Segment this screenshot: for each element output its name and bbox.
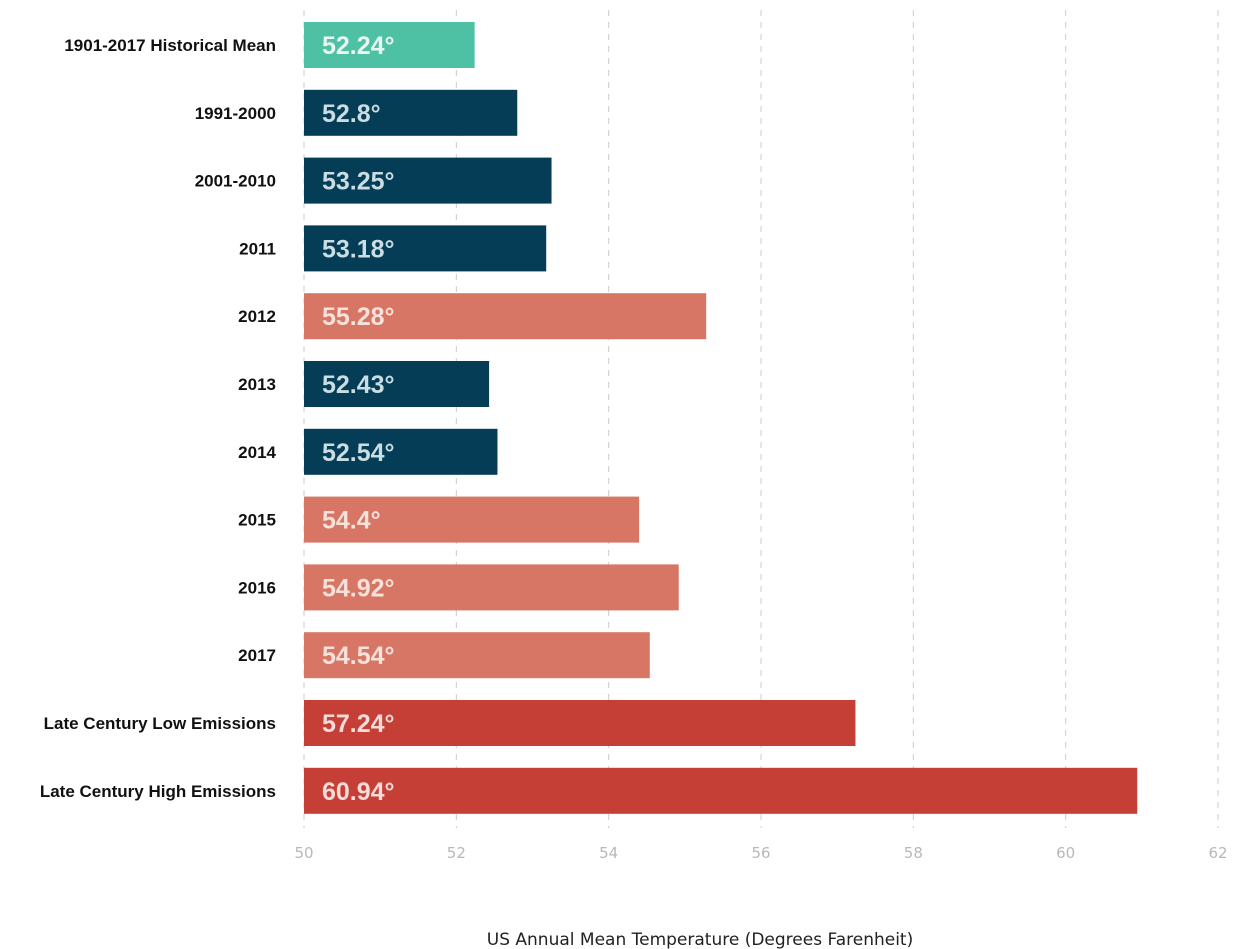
x-tick-label: 50 <box>294 844 313 862</box>
category-label: Late Century Low Emissions <box>44 714 276 733</box>
category-labels: 1901-2017 Historical Mean 1991-2000 2001-2… <box>40 36 277 801</box>
bar <box>304 564 679 611</box>
data-label: 57.24° <box>322 710 395 738</box>
x-tick-label: 56 <box>751 844 770 862</box>
bar <box>304 428 498 475</box>
data-label: 52.43° <box>322 371 395 399</box>
data-label: 53.18° <box>322 235 395 263</box>
x-tick-label: 60 <box>1056 844 1075 862</box>
category-label: 2016 <box>238 578 276 597</box>
bar <box>304 496 640 543</box>
data-label: 52.8° <box>322 100 381 128</box>
gridlines <box>303 10 1219 828</box>
bar <box>304 361 490 407</box>
data-label: 54.92° <box>322 574 395 602</box>
bars <box>304 22 1138 814</box>
x-tick-label: 62 <box>1208 844 1227 862</box>
bar <box>304 225 547 272</box>
x-tick-label: 58 <box>904 844 923 862</box>
x-tick-label: 54 <box>599 844 618 862</box>
bar <box>304 293 707 340</box>
data-label: 52.54° <box>322 439 395 467</box>
bar <box>304 767 1138 814</box>
x-axis-ticks: 50 52 54 56 58 60 62 <box>294 844 1227 862</box>
x-tick-label: 52 <box>447 844 466 862</box>
category-label: 2013 <box>238 375 276 394</box>
bar <box>304 700 856 746</box>
bar <box>304 22 475 68</box>
bar <box>304 632 650 679</box>
data-label: 54.54° <box>322 642 395 670</box>
category-label: 2017 <box>238 646 276 665</box>
category-label: 2011 <box>239 239 276 258</box>
category-label: 2015 <box>238 511 276 530</box>
category-label: 1991-2000 <box>195 104 276 123</box>
data-label: 52.24° <box>322 32 395 60</box>
data-label: 60.94° <box>322 778 395 806</box>
category-label: 2001-2010 <box>195 172 276 191</box>
data-label: 55.28° <box>322 303 395 331</box>
value-labels: 52.24° 52.8° 53.25° 53.18° 55.28° 52.43° 52.54… <box>322 32 395 806</box>
data-label: 54.4° <box>322 507 381 535</box>
bar <box>304 157 552 204</box>
category-label: Late Century High Emissions <box>40 782 276 801</box>
category-label: 2014 <box>238 443 276 462</box>
bar <box>304 89 518 136</box>
x-axis-title: US Annual Mean Temperature (Degrees Fare… <box>487 930 913 949</box>
category-label: 2012 <box>238 307 276 326</box>
category-label: 1901-2017 Historical Mean <box>64 36 276 55</box>
data-label: 53.25° <box>322 168 395 196</box>
